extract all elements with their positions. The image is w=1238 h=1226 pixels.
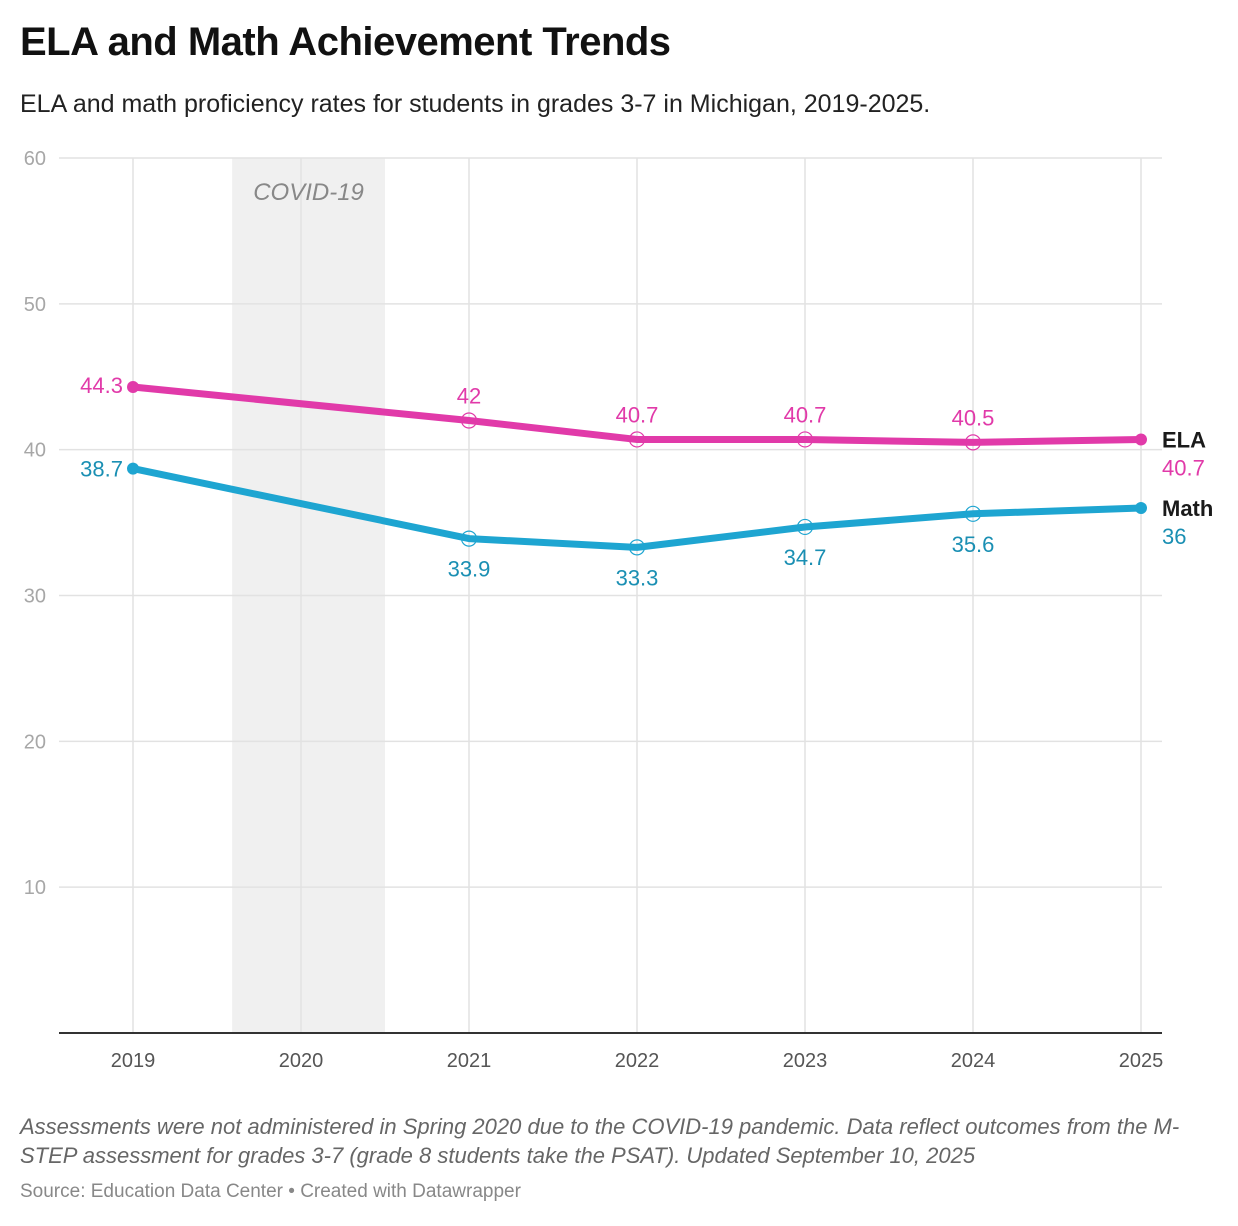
series-line-ela xyxy=(129,383,1145,446)
math-marker xyxy=(460,530,478,547)
ela-data-label: 44.3 xyxy=(80,373,123,398)
chart-notes: Assessments were not administered in Spr… xyxy=(20,1114,1180,1168)
x-tick-label: 2019 xyxy=(111,1050,156,1072)
math-data-label: 33.9 xyxy=(448,557,491,582)
x-tick-label: 2020 xyxy=(279,1050,324,1072)
math-series-name: Math xyxy=(1162,496,1213,521)
x-tick-label: 2024 xyxy=(951,1050,996,1072)
x-tick-label: 2022 xyxy=(615,1050,660,1072)
math-endpoint xyxy=(127,462,139,475)
ela-end-value: 40.7 xyxy=(1162,455,1205,480)
y-tick-label: 40 xyxy=(24,440,46,462)
ela-marker xyxy=(460,412,478,429)
math-marker xyxy=(796,518,814,536)
line-chart: 10 20 30 40 50 60 2019 2020 2021 2022 2023 2024 2025… xyxy=(24,148,1214,1072)
series-line-math xyxy=(129,465,1145,551)
chart-subtitle: ELA and math proficiency rates for stude… xyxy=(20,90,931,118)
ela-data-label: 40.7 xyxy=(616,402,659,427)
x-tick-label: 2021 xyxy=(447,1050,492,1072)
math-endpoint xyxy=(1135,502,1147,514)
math-data-label: 33.3 xyxy=(616,565,659,590)
ela-endpoint xyxy=(1135,433,1147,446)
ela-marker xyxy=(964,434,982,451)
math-marker xyxy=(628,539,646,556)
chart-title: ELA and Math Achievement Trends xyxy=(20,20,671,64)
x-tick-label: 2025 xyxy=(1119,1050,1164,1072)
chart-source: Source: Education Data Center • Created … xyxy=(20,1181,521,1202)
y-tick-label: 30 xyxy=(24,586,46,608)
math-end-value: 36 xyxy=(1162,524,1186,549)
math-marker xyxy=(964,505,982,522)
math-data-label: 34.7 xyxy=(784,545,827,570)
y-tick-label: 20 xyxy=(24,731,46,753)
ela-data-label: 40.5 xyxy=(952,405,995,430)
ela-marker xyxy=(796,431,814,448)
ela-data-label: 40.7 xyxy=(784,402,827,427)
ela-data-label: 42 xyxy=(457,384,481,409)
ela-marker xyxy=(628,431,646,448)
math-data-label: 38.7 xyxy=(80,457,123,482)
covid-band-label: COVID-19 xyxy=(253,179,364,206)
x-tick-label: 2023 xyxy=(783,1050,828,1072)
ela-series-name: ELA xyxy=(1162,427,1206,452)
y-tick-label: 10 xyxy=(24,877,46,899)
ela-endpoint xyxy=(127,380,139,393)
y-tick-label: 60 xyxy=(24,148,46,170)
math-data-label: 35.6 xyxy=(952,532,995,557)
y-tick-label: 50 xyxy=(24,294,46,316)
